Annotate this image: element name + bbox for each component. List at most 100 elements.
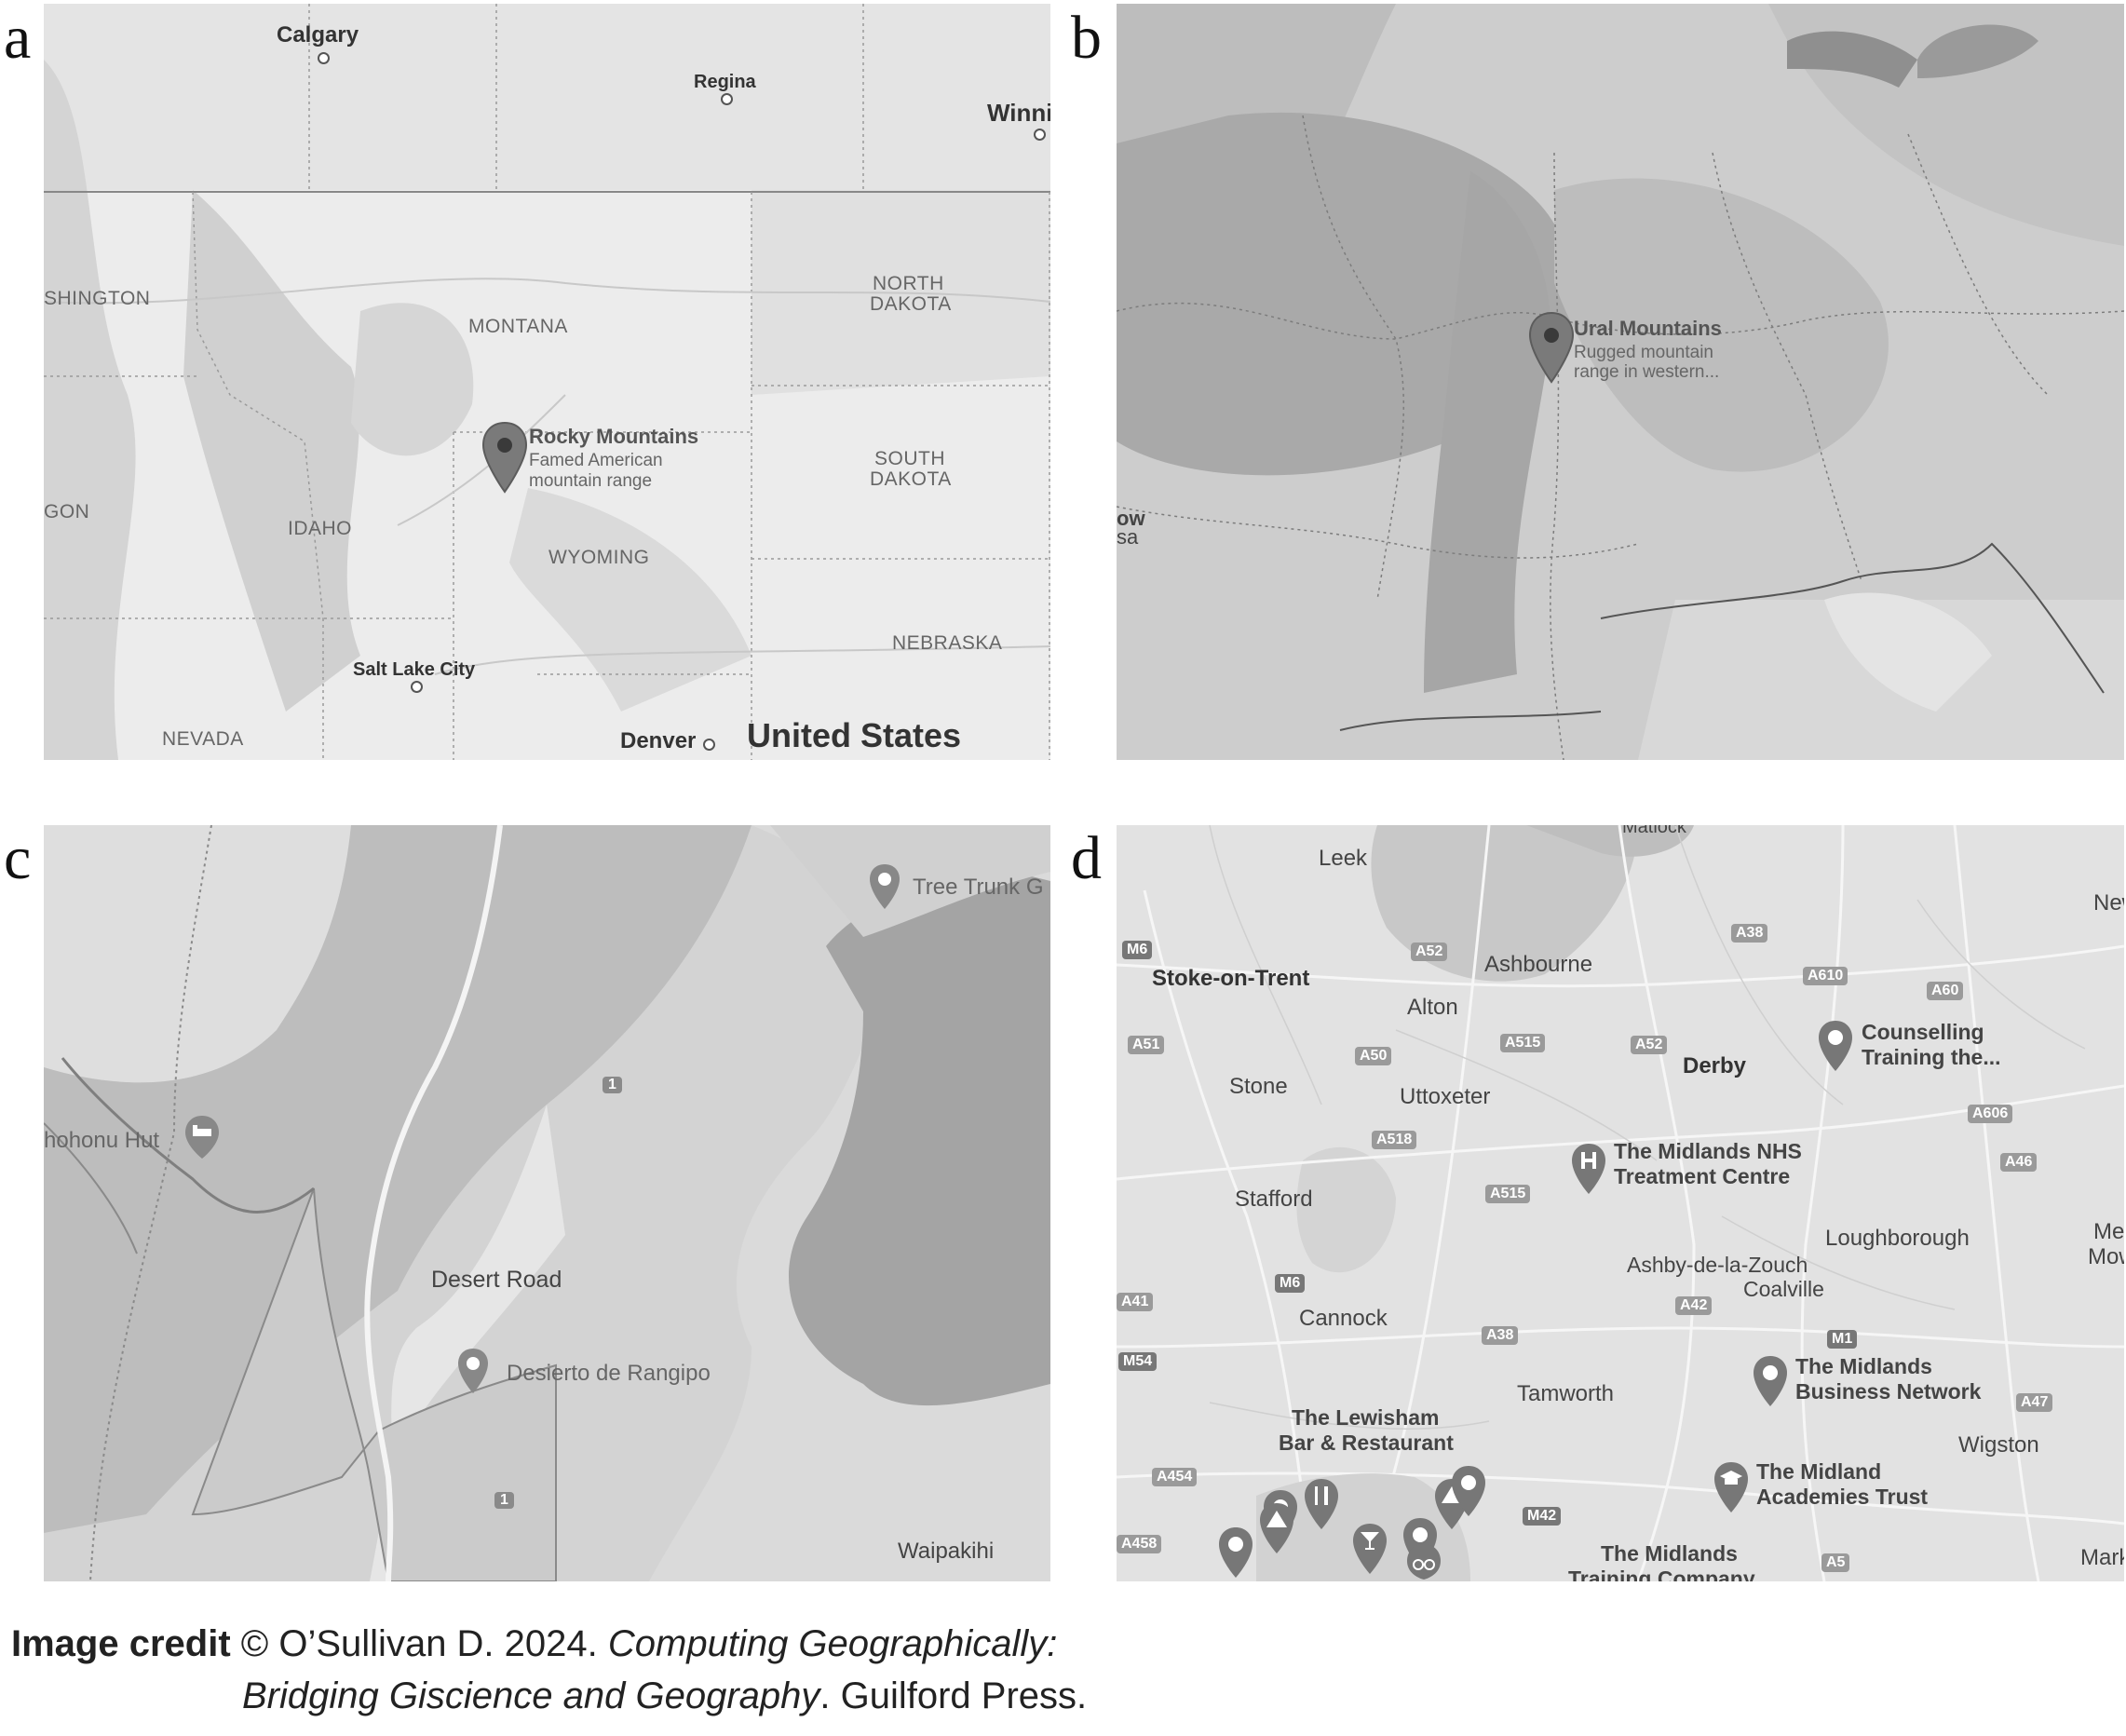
credit-italic-1: Computing Geographically: xyxy=(607,1623,1058,1664)
image-credit-line-1: Image credit © O’Sullivan D. 2024. Compu… xyxy=(11,1621,1057,1667)
map-pin-icon[interactable] xyxy=(1528,311,1575,384)
label-wyoming: WYOMING xyxy=(548,547,650,568)
panel-letter-a: a xyxy=(4,4,32,72)
label-idaho: IDAHO xyxy=(288,518,353,539)
map-pin-icon[interactable] xyxy=(868,862,901,911)
label-united-states: United States xyxy=(747,716,962,754)
road-a38-south: A38 xyxy=(1482,1326,1519,1345)
road-a47: A47 xyxy=(2016,1393,2053,1412)
road-m54: M54 xyxy=(1118,1352,1158,1371)
map-panel-c[interactable]: 1 1 hohonu Hut Desert Road Desierto de R… xyxy=(44,825,1050,1581)
road-a5: A5 xyxy=(1821,1553,1850,1572)
road-a42: A42 xyxy=(1675,1296,1713,1315)
map-pin-icon[interactable] xyxy=(481,421,528,494)
camping-icon[interactable] xyxy=(1258,1501,1295,1555)
label-nebraska: NEBRASKA xyxy=(892,632,1003,654)
city-marker-denver xyxy=(703,739,715,751)
road-a458: A458 xyxy=(1117,1535,1162,1553)
label-tree-trunk: Tree Trunk G xyxy=(913,875,1044,900)
map-pin-icon[interactable] xyxy=(1752,1354,1789,1408)
city-marker-winni xyxy=(1034,129,1046,141)
label-academies-2: Academies Trust xyxy=(1756,1485,1929,1509)
map-panel-d[interactable]: Matlock Leek New Stoke-on-Trent Ashbourn… xyxy=(1117,825,2124,1581)
label-desierto-de-rangipo: Desierto de Rangipo xyxy=(507,1361,711,1386)
road-a515-south: A515 xyxy=(1485,1185,1531,1203)
label-winni: Winni xyxy=(987,99,1050,127)
panel-letter-b: b xyxy=(1071,4,1102,72)
credit-text-1: © O’Sullivan D. 2024. xyxy=(230,1623,608,1664)
label-alton: Alton xyxy=(1407,995,1458,1020)
label-waipakihi: Waipakihi xyxy=(898,1539,995,1564)
road-a52-east: A52 xyxy=(1631,1036,1668,1054)
panel-letter-c: c xyxy=(4,824,32,892)
label-new: New xyxy=(2093,890,2124,915)
map-panel-a[interactable]: Calgary Regina Winni SHINGTON MONTANA NO… xyxy=(44,4,1050,760)
label-counselling-2: Training the... xyxy=(1862,1045,2001,1069)
restaurant-icon[interactable] xyxy=(1303,1477,1340,1531)
label-lewisham-1: The Lewisham xyxy=(1292,1405,1440,1430)
road-m6-north: M6 xyxy=(1122,941,1153,959)
map-pin-icon[interactable] xyxy=(1217,1526,1254,1580)
road-a454: A454 xyxy=(1152,1468,1198,1486)
label-south-dakota-2: DAKOTA xyxy=(870,468,952,490)
label-melton-2: Mowb xyxy=(2088,1244,2124,1269)
label-calgary: Calgary xyxy=(277,22,359,47)
road-a38-north: A38 xyxy=(1731,924,1768,943)
label-montana: MONTANA xyxy=(468,316,568,337)
map-panel-b[interactable]: ow sa Ural Mountains Rugged mountain ran… xyxy=(1117,4,2124,760)
city-marker-regina xyxy=(721,93,733,105)
label-coalville: Coalville xyxy=(1743,1277,1824,1301)
label-hut: hohonu Hut xyxy=(44,1128,160,1153)
label-stoke-on-trent: Stoke-on-Trent xyxy=(1152,966,1310,991)
label-denver: Denver xyxy=(620,728,697,753)
map-c-terrain xyxy=(44,825,1050,1581)
hut-icon[interactable] xyxy=(183,1114,221,1160)
credit-italic-2: Bridging Giscience and Geography xyxy=(242,1675,820,1716)
label-derby: Derby xyxy=(1683,1053,1747,1078)
road-a50: A50 xyxy=(1355,1047,1392,1065)
label-nhs-1: The Midlands NHS xyxy=(1614,1139,1802,1163)
label-lewisham-2: Bar & Restaurant xyxy=(1279,1431,1454,1455)
road-a46: A46 xyxy=(2000,1153,2038,1172)
label-nhs-2: Treatment Centre xyxy=(1614,1164,1791,1188)
route-shield-1-north: 1 xyxy=(603,1077,622,1093)
label-north-dakota-2: DAKOTA xyxy=(870,293,952,315)
label-ashby: Ashby-de-la-Zouch xyxy=(1627,1253,1808,1277)
pin-sub-ural-1: Rugged mountain xyxy=(1574,343,1713,362)
panel-letter-d: d xyxy=(1071,824,1102,892)
map-d-terrain xyxy=(1117,825,2124,1581)
pin-sub-rocky-1: Famed American xyxy=(529,451,663,470)
label-cannock: Cannock xyxy=(1299,1306,1388,1331)
route-shield-1-south: 1 xyxy=(494,1492,514,1509)
image-credit-line-2: Bridging Giscience and Geography. Guilfo… xyxy=(242,1673,1087,1719)
road-a606: A606 xyxy=(1968,1105,2013,1123)
label-matlock: Matlock xyxy=(1622,825,1686,837)
city-marker-salt-lake xyxy=(411,681,423,693)
road-a51: A51 xyxy=(1128,1036,1165,1054)
label-academies-1: The Midland xyxy=(1756,1459,1882,1484)
credit-text-2: . Guilford Press. xyxy=(819,1675,1088,1716)
map-pin-icon[interactable] xyxy=(1450,1464,1487,1518)
hospital-icon[interactable] xyxy=(1570,1142,1607,1196)
label-stone: Stone xyxy=(1229,1074,1288,1099)
credit-bold: Image credit xyxy=(11,1623,231,1664)
pin-sub-rocky-2: mountain range xyxy=(529,471,653,491)
map-pin-icon[interactable] xyxy=(1817,1019,1854,1073)
bar-icon[interactable] xyxy=(1351,1522,1388,1576)
label-desert-road: Desert Road xyxy=(431,1267,562,1293)
map-pin-icon[interactable] xyxy=(456,1347,490,1395)
school-icon[interactable] xyxy=(1713,1460,1750,1514)
label-training-1: The Midlands xyxy=(1601,1541,1738,1566)
city-marker-calgary xyxy=(318,52,330,64)
label-washington: SHINGTON xyxy=(44,288,151,309)
map-a-terrain xyxy=(44,4,1050,760)
label-stafford: Stafford xyxy=(1235,1187,1313,1212)
bike-icon[interactable] xyxy=(1405,1542,1442,1581)
label-nevada: NEVADA xyxy=(162,728,244,750)
road-a518: A518 xyxy=(1372,1131,1417,1149)
label-melton-1: Melt xyxy=(2093,1219,2124,1244)
label-business-2: Business Network xyxy=(1795,1379,1982,1404)
road-a515-north: A515 xyxy=(1500,1034,1546,1052)
label-wigston: Wigston xyxy=(1958,1432,2039,1458)
road-m6-south: M6 xyxy=(1275,1274,1306,1293)
